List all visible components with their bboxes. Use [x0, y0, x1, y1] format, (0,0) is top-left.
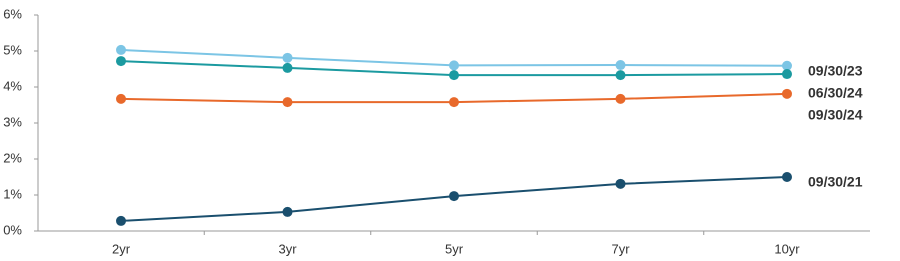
- series-label: 09/30/24: [808, 106, 863, 122]
- y-tick-label: 1%: [3, 186, 22, 201]
- data-point: [116, 56, 126, 67]
- y-tick-label: 3%: [3, 114, 22, 129]
- data-point: [116, 215, 126, 226]
- data-point: [782, 88, 792, 99]
- series-label: 09/30/23: [808, 62, 863, 78]
- data-point: [782, 172, 792, 182]
- series-label: 09/30/21: [808, 174, 863, 190]
- x-tick-label: 7yr: [611, 241, 630, 256]
- data-point: [282, 52, 293, 63]
- data-point: [449, 70, 459, 81]
- y-tick-label: 4%: [3, 78, 22, 93]
- x-tick-label: 2yr: [112, 241, 131, 256]
- data-point: [449, 191, 459, 202]
- data-point: [116, 93, 126, 104]
- data-point: [116, 44, 126, 55]
- y-tick-label: 0%: [3, 222, 22, 237]
- data-point: [615, 60, 626, 71]
- x-tick-label: 5yr: [445, 241, 464, 256]
- data-point: [615, 93, 626, 104]
- data-point: [615, 70, 626, 81]
- y-tick-label: 5%: [3, 42, 22, 57]
- series-label: 06/30/24: [808, 84, 863, 100]
- data-point: [282, 62, 293, 73]
- data-point: [282, 206, 293, 217]
- y-tick-label: 6%: [3, 6, 22, 21]
- data-point: [282, 97, 293, 108]
- data-point: [615, 178, 626, 189]
- data-point: [449, 97, 459, 108]
- data-point: [782, 60, 792, 71]
- y-tick-label: 2%: [3, 150, 22, 165]
- x-tick-label: 10yr: [774, 241, 800, 256]
- x-tick-label: 3yr: [278, 241, 297, 256]
- data-point: [449, 60, 459, 71]
- data-point: [782, 69, 792, 80]
